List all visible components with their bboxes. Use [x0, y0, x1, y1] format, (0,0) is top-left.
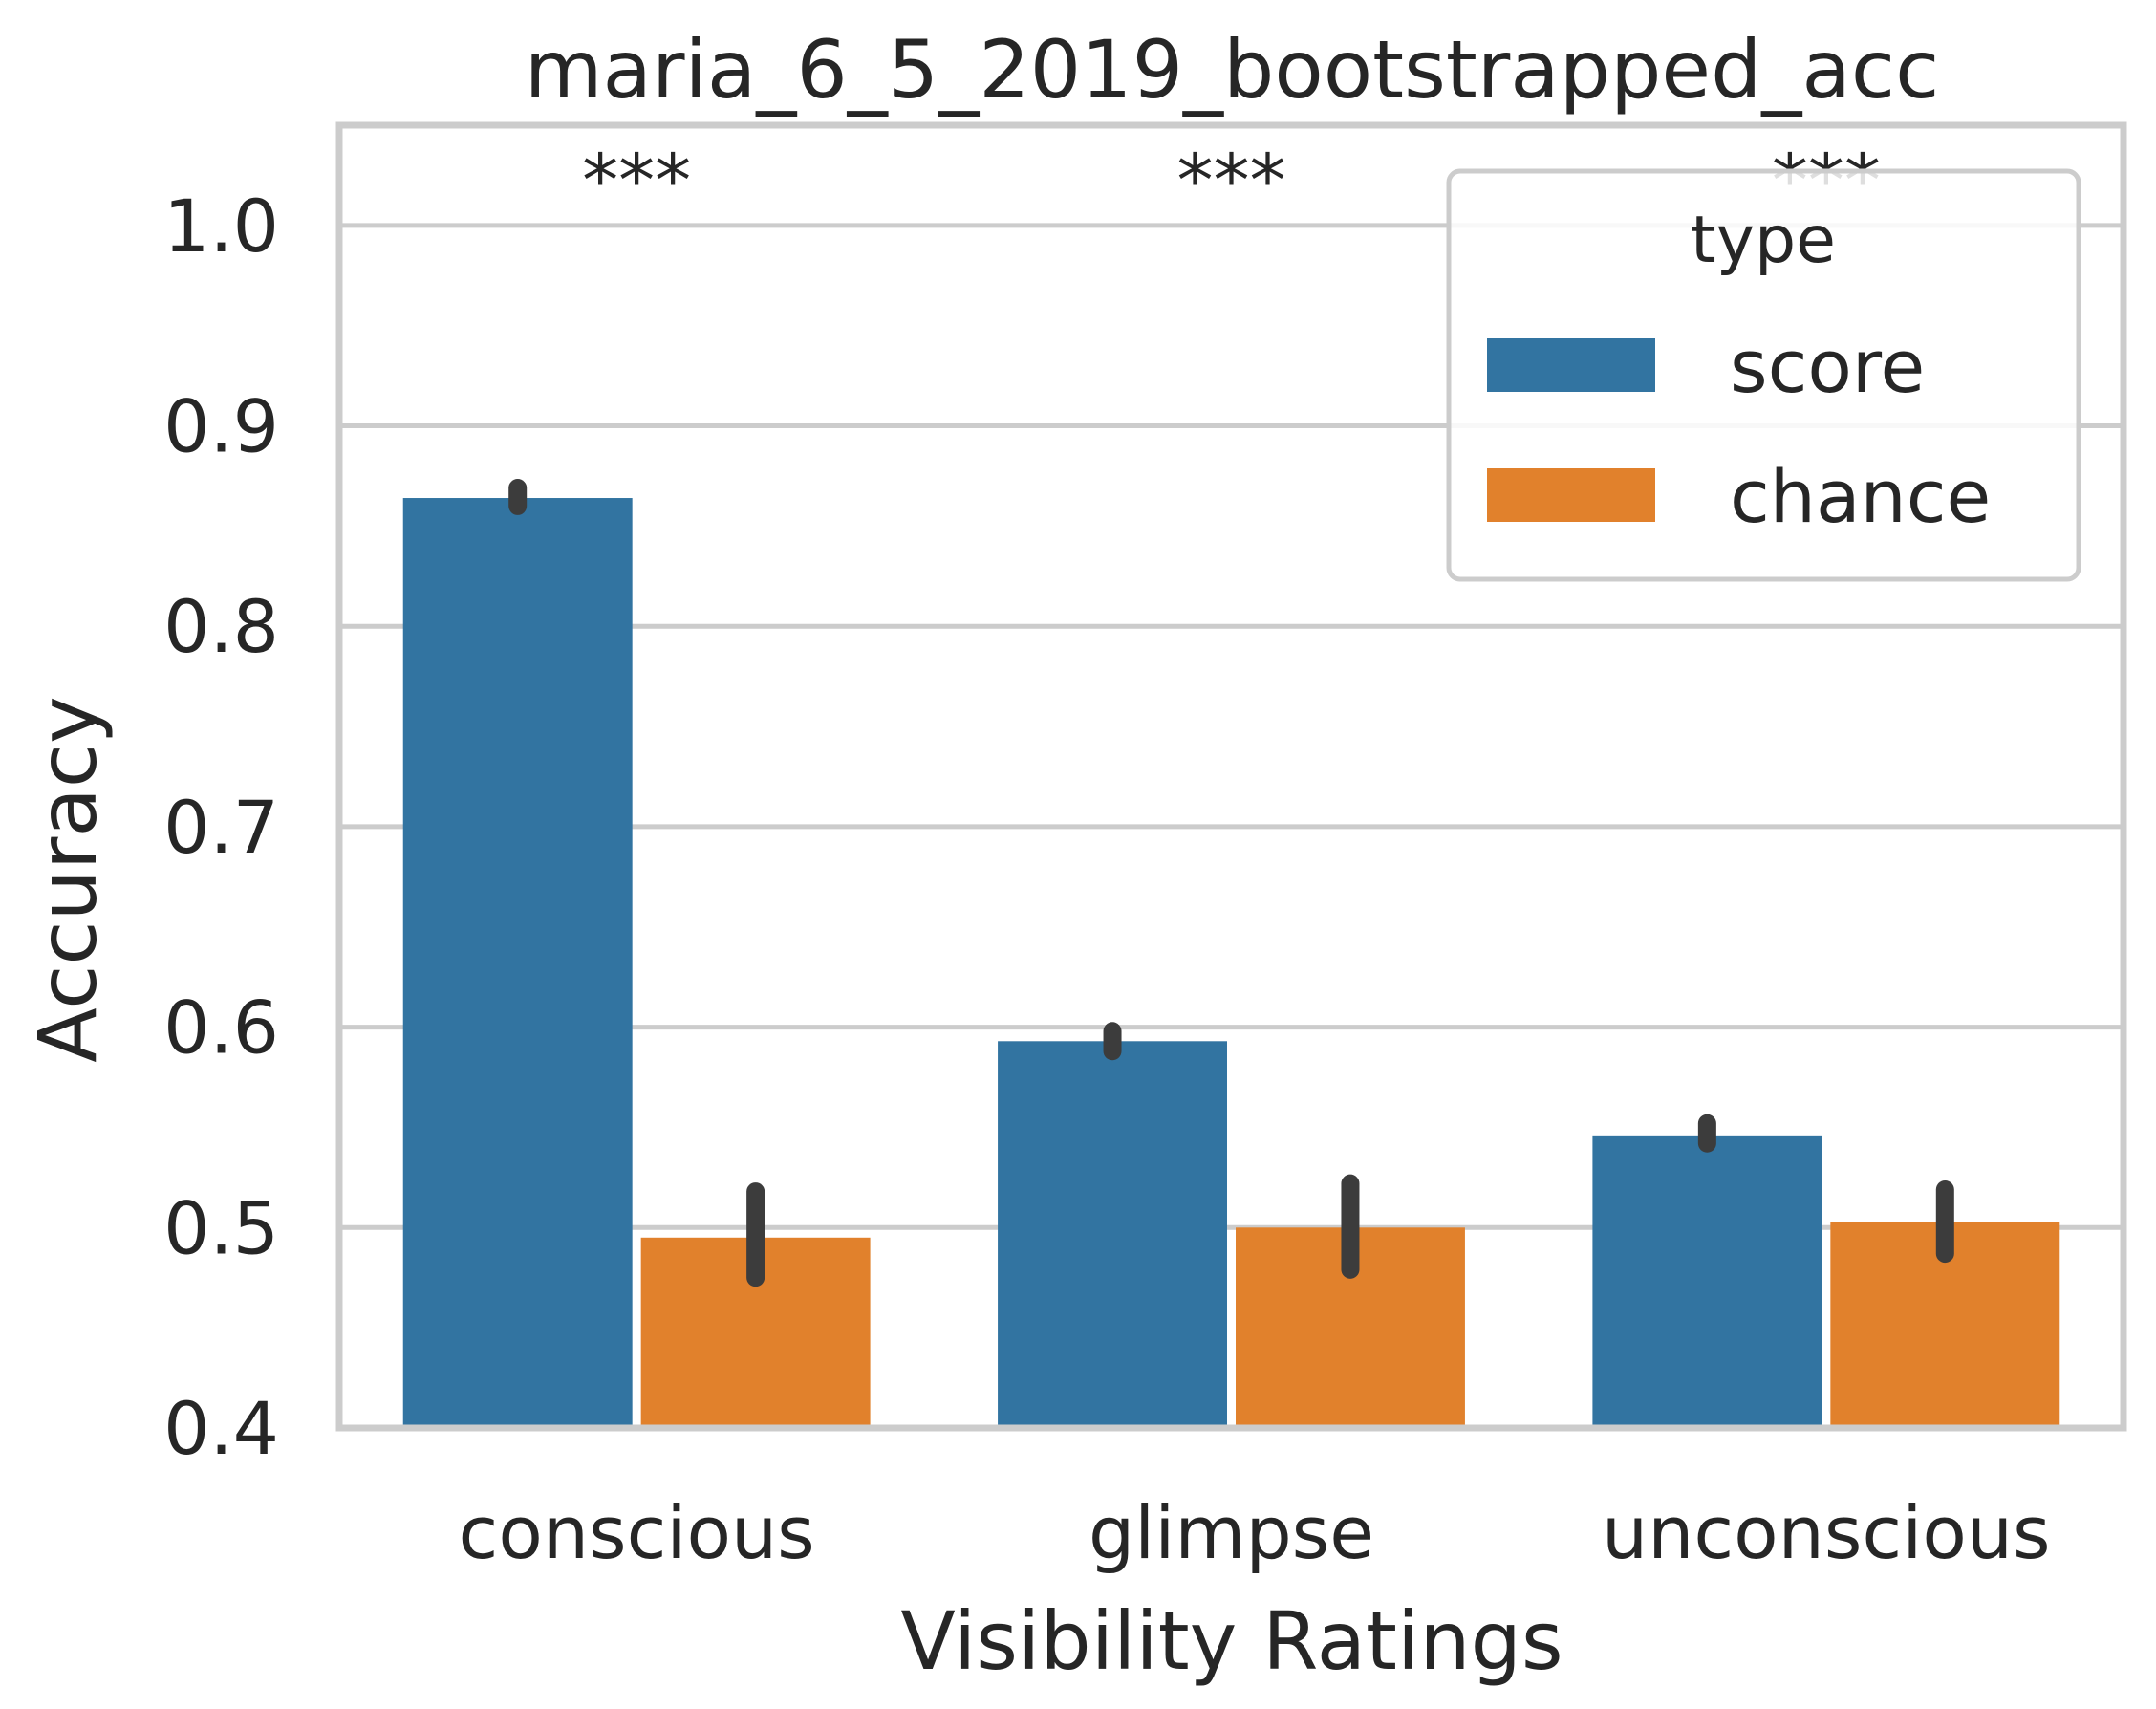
- bars: [402, 498, 2060, 1428]
- y-tick-label: 0.5: [163, 1185, 279, 1270]
- legend-label-chance: chance: [1730, 454, 1991, 539]
- legend-swatch-chance: [1487, 468, 1655, 522]
- legend: type score chance: [1446, 168, 2081, 582]
- y-tick-label: 1.0: [163, 184, 279, 269]
- x-tick-label: glimpse: [1089, 1490, 1374, 1575]
- y-tick-label: 0.9: [163, 384, 279, 469]
- chart-title: maria_6_5_2019_bootstrapped_acc: [525, 23, 1940, 117]
- legend-label-score: score: [1730, 324, 1925, 409]
- y-tick-labels: 0.4 0.5 0.6 0.7 0.8 0.9 1.0: [163, 184, 279, 1471]
- x-tick-labels: conscious glimpse unconscious: [459, 1490, 2051, 1575]
- legend-swatch-score: [1487, 338, 1655, 392]
- legend-title: type: [1691, 203, 1836, 278]
- x-tick-label: unconscious: [1602, 1490, 2051, 1575]
- y-tick-label: 0.4: [163, 1386, 279, 1471]
- x-tick-label: conscious: [459, 1490, 815, 1575]
- x-axis-label: Visibility Ratings: [900, 1594, 1563, 1688]
- y-tick-label: 0.8: [163, 584, 279, 669]
- bar-score-glimpse: [998, 1041, 1227, 1428]
- bar-score-unconscious: [1592, 1135, 1822, 1428]
- y-tick-label: 0.6: [163, 985, 279, 1071]
- error-bars: [508, 479, 1954, 1287]
- gridlines: [339, 223, 2124, 1230]
- y-tick-label: 0.7: [163, 785, 279, 870]
- plot-frame: [335, 121, 2127, 1432]
- significance-label: ***: [582, 138, 691, 223]
- y-axis-label: Accuracy: [21, 696, 115, 1063]
- bar-score-conscious: [402, 498, 633, 1428]
- significance-label: ***: [1177, 138, 1286, 223]
